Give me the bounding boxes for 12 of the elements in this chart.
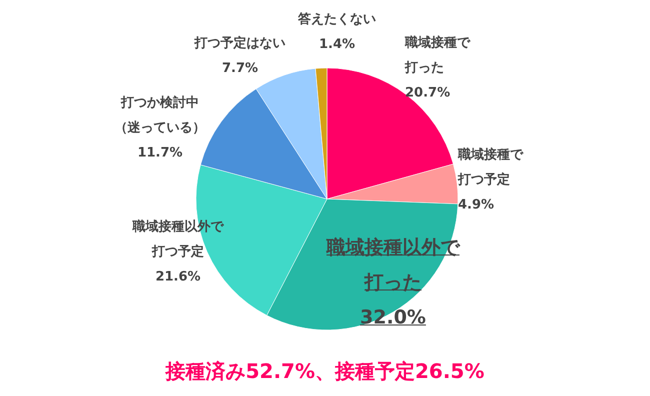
slice-label: 職域接種で打つ予定 (458, 146, 523, 190)
data-label: 1.4% (318, 36, 356, 54)
data-label: 4.9% (458, 196, 496, 214)
slice-label: 職域接種で打った (405, 34, 470, 78)
slice-label: 答えたくない (297, 11, 377, 29)
data-label: 21.6% (154, 268, 202, 286)
data-label: 11.7% (136, 144, 184, 162)
slice-label: 打つ予定はない (193, 34, 286, 53)
data-label: 20.7% (405, 84, 452, 102)
text: 接種済み52.7%、接種予定26.5% (164, 359, 484, 383)
data-label: 7.7% (220, 60, 260, 78)
slice-label: 打つか検討中（迷っている） (114, 94, 206, 138)
